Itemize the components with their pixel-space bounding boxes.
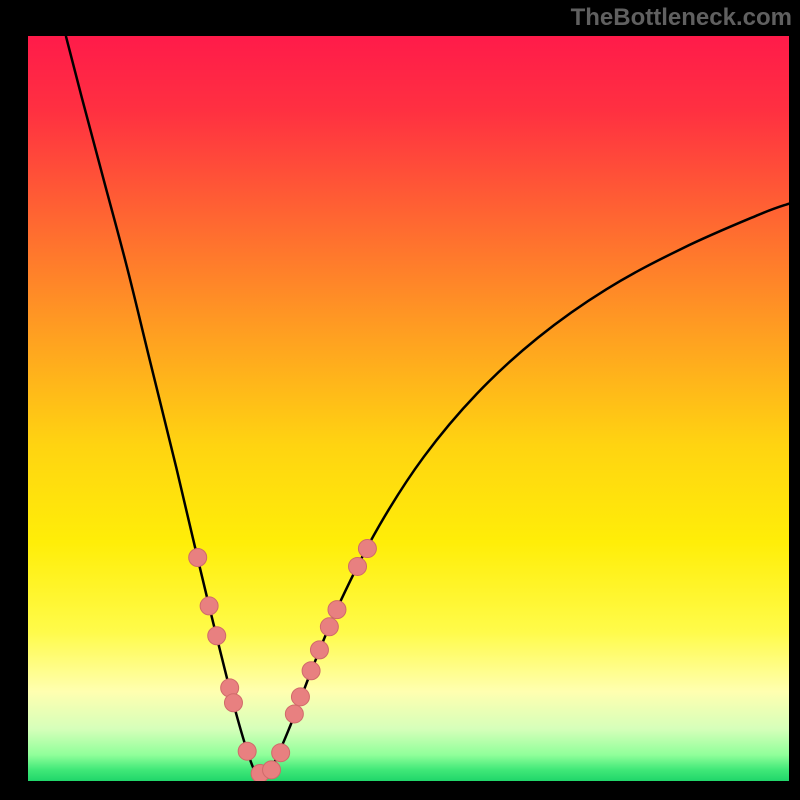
data-marker (200, 597, 218, 615)
data-marker (320, 618, 338, 636)
data-marker (328, 601, 346, 619)
data-marker (349, 557, 367, 575)
data-marker (285, 705, 303, 723)
data-marker (238, 742, 256, 760)
data-marker (272, 744, 290, 762)
data-marker (208, 627, 226, 645)
data-marker (310, 641, 328, 659)
data-marker (291, 688, 309, 706)
watermark-text: TheBottleneck.com (571, 4, 792, 32)
data-marker (263, 761, 281, 779)
chart-background (28, 36, 789, 781)
data-marker (302, 662, 320, 680)
data-marker (358, 540, 376, 558)
data-marker (189, 549, 207, 567)
data-marker (224, 694, 242, 712)
bottleneck-chart (28, 36, 789, 781)
